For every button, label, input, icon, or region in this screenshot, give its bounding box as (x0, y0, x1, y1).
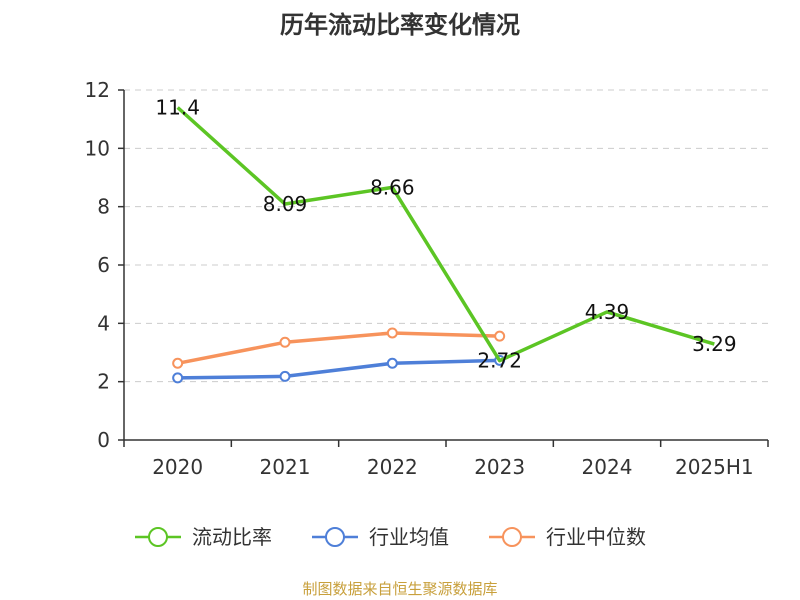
y-tick-label: 10 (85, 136, 110, 160)
y-tick-label: 4 (97, 311, 110, 335)
data-label: 2.72 (477, 349, 522, 373)
data-point[interactable] (172, 372, 184, 384)
legend-item-1[interactable]: 行业均值 (312, 525, 449, 549)
data-point[interactable] (386, 327, 398, 339)
x-tick-label: 2023 (474, 455, 525, 479)
data-label: 11.4 (155, 96, 200, 120)
chart-title: 历年流动比率变化情况 (280, 11, 520, 39)
x-tick-label: 2020 (152, 455, 203, 479)
data-label: 3.29 (692, 332, 737, 356)
data-labels: 11.4 8.09 8.66 2.72 4.39 3.29 (155, 96, 736, 373)
data-label: 8.09 (263, 192, 308, 216)
axes: 0 2 4 6 8 10 12 2020 2021 2022 2023 2024 2025H1 (85, 78, 769, 479)
source-note: 制图数据来自恒生聚源数据库 (302, 580, 497, 598)
y-tick-label: 8 (97, 195, 110, 219)
legend-marker (148, 527, 168, 547)
x-tick-label: 2022 (367, 455, 418, 479)
data-point[interactable] (279, 370, 291, 382)
y-tick-label: 0 (97, 428, 110, 452)
data-point[interactable] (386, 357, 398, 369)
data-point[interactable] (279, 336, 291, 348)
legend-marker (325, 527, 345, 547)
legend-item-2[interactable]: 行业中位数 (489, 525, 646, 549)
legend[interactable]: 流动比率 行业均值 行业中位数 (135, 525, 646, 549)
x-tick-label: 2021 (260, 455, 311, 479)
data-point[interactable] (172, 357, 184, 369)
series-line-1 (177, 358, 500, 380)
series-line-0 (176, 106, 715, 363)
data-point[interactable] (494, 330, 506, 342)
legend-label: 行业均值 (369, 525, 449, 549)
series-line-2 (177, 331, 500, 366)
y-tick-label: 6 (97, 253, 110, 277)
legend-label: 流动比率 (192, 525, 272, 549)
legend-marker (502, 527, 522, 547)
grid-lines (124, 89, 768, 383)
data-label: 4.39 (585, 300, 630, 324)
series (172, 106, 715, 384)
legend-item-0[interactable]: 流动比率 (135, 525, 272, 549)
y-tick-label: 12 (85, 78, 110, 102)
data-label: 8.66 (370, 175, 415, 199)
y-tick-label: 2 (97, 370, 110, 394)
x-tick-label: 2024 (582, 455, 633, 479)
legend-label: 行业中位数 (546, 525, 646, 549)
x-tick-label: 2025H1 (675, 455, 754, 479)
